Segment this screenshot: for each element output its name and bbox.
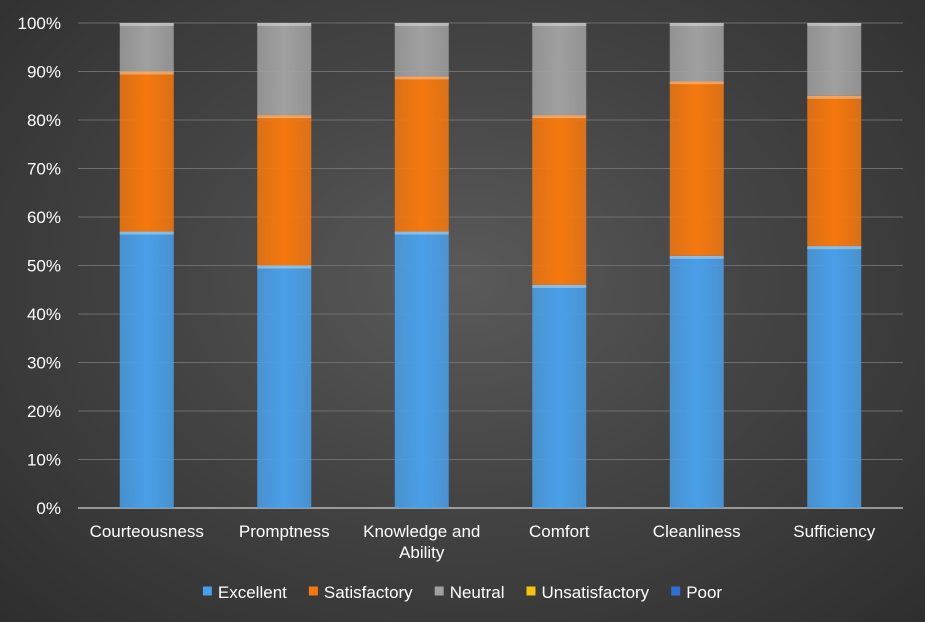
y-tick-label: 60%: [27, 208, 61, 227]
bar-promptness-excellent: [257, 265, 312, 508]
legend-label-poor: Poor: [686, 583, 722, 602]
bar-segment-highlight: [807, 246, 862, 250]
bar-segment-highlight: [807, 23, 862, 26]
y-tick-label: 100%: [18, 14, 61, 33]
bar-knowledge-and-ability-excellent: [394, 231, 449, 509]
legend-label-unsatisfactory: Unsatisfactory: [541, 583, 649, 602]
bar-courteousness-excellent: [119, 231, 174, 509]
bar-cleanliness-neutral: [669, 23, 724, 82]
bar-knowledge-and-ability-satisfactory: [394, 76, 449, 232]
legend-marker-unsatisfactory: [526, 586, 536, 596]
x-tick-label: Promptness: [239, 522, 330, 541]
bar-segment-highlight: [119, 231, 174, 235]
bar-segment-highlight: [394, 76, 449, 80]
legend-marker-excellent: [202, 586, 212, 596]
y-tick-label: 30%: [27, 354, 61, 373]
bar-segment-highlight: [807, 95, 862, 99]
bars: [119, 23, 862, 509]
bar-segment-highlight: [532, 284, 587, 288]
bar-cleanliness-excellent: [669, 255, 724, 508]
bar-segment-highlight: [532, 23, 587, 26]
bar-cleanliness-satisfactory: [669, 81, 724, 256]
bar-segment-highlight: [394, 23, 449, 26]
bar-segment-highlight: [119, 71, 174, 75]
bar-segment-highlight: [669, 81, 724, 85]
x-tick-label: Sufficiency: [793, 522, 875, 541]
bar-comfort-neutral: [532, 23, 587, 116]
bar-sufficiency-neutral: [807, 23, 862, 96]
bar-comfort-satisfactory: [532, 115, 587, 285]
bar-knowledge-and-ability-neutral: [394, 23, 449, 77]
y-tick-label: 20%: [27, 402, 61, 421]
y-tick-label: 90%: [27, 63, 61, 82]
x-tick-label: Comfort: [529, 522, 590, 541]
x-tick-label: Knowledge and Ability: [363, 522, 480, 562]
legend-marker-neutral: [434, 586, 444, 596]
bar-segment-highlight: [669, 23, 724, 26]
bar-segment-highlight: [119, 23, 174, 26]
bar-courteousness-neutral: [119, 23, 174, 72]
bar-segment-highlight: [257, 115, 312, 119]
legend-marker-satisfactory: [308, 586, 318, 596]
legend-label-satisfactory: Satisfactory: [324, 583, 413, 602]
x-axis-labels: Courteousness Promptness Knowledge and Abil…: [90, 522, 876, 562]
bar-promptness-neutral: [257, 23, 312, 116]
legend-label-neutral: Neutral: [450, 583, 505, 602]
bar-segment-highlight: [257, 23, 312, 26]
y-tick-label: 40%: [27, 305, 61, 324]
gridlines: [78, 22, 903, 509]
y-tick-label: 50%: [27, 257, 61, 276]
x-tick-label: Courteousness: [90, 522, 204, 541]
legend: Excellent Satisfactory Neutral Unsatisfacto…: [202, 583, 722, 602]
y-tick-label: 10%: [27, 451, 61, 470]
bar-segment-highlight: [669, 255, 724, 259]
bar-courteousness-satisfactory: [119, 71, 174, 232]
y-tick-label: 80%: [27, 111, 61, 130]
bar-promptness-satisfactory: [257, 115, 312, 266]
legend-marker-poor: [671, 586, 681, 596]
bar-segment-highlight: [257, 265, 312, 269]
bar-comfort-excellent: [532, 284, 587, 508]
y-tick-label: 0%: [36, 499, 61, 518]
legend-label-excellent: Excellent: [218, 583, 287, 602]
x-tick-label: Cleanliness: [653, 522, 741, 541]
y-tick-label: 70%: [27, 160, 61, 179]
bar-segment-highlight: [532, 115, 587, 119]
bar-sufficiency-excellent: [807, 246, 862, 508]
y-axis-ticks: 0% 10% 20% 30% 40% 50% 60% 70% 80% 90% 100%: [18, 14, 61, 518]
bar-segment-highlight: [394, 231, 449, 235]
bar-sufficiency-satisfactory: [807, 95, 862, 247]
